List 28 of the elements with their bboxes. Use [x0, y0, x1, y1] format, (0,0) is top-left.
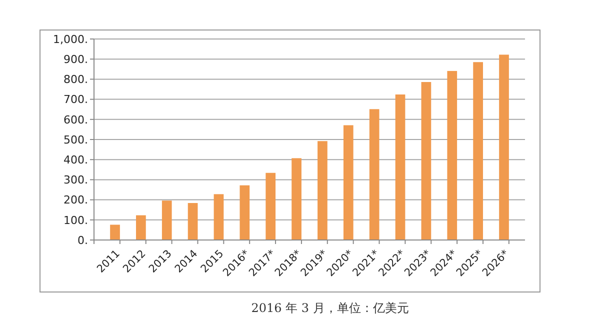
y-tick-label: 900. — [64, 52, 88, 66]
bar — [318, 141, 328, 240]
bar — [292, 158, 302, 240]
y-tick-label: 700. — [64, 93, 88, 106]
text: 2016 年 3 月，单位：亿美元 — [251, 301, 409, 315]
bar — [447, 70, 458, 240]
bar — [266, 172, 276, 240]
bar — [110, 224, 120, 240]
y-tick-label: 600. — [64, 113, 88, 126]
bar — [343, 125, 354, 240]
y-tick-label: 500. — [64, 133, 88, 146]
y-tick-label: 300. — [64, 174, 88, 187]
bar — [162, 200, 172, 240]
bar — [214, 194, 224, 240]
y-tick-label: 400. — [64, 153, 88, 166]
bar — [395, 94, 406, 240]
y-tick-label: 0. — [78, 234, 88, 247]
y-tick-label: 200. — [64, 194, 88, 207]
y-tick-label: 800. — [64, 73, 88, 86]
y-tick-label: 1,000. — [53, 32, 88, 46]
bar — [369, 109, 380, 240]
bar — [421, 82, 432, 240]
bar — [188, 203, 198, 240]
y-tick-label: 100. — [64, 214, 88, 227]
bar — [240, 185, 250, 240]
bar — [499, 54, 509, 240]
bar — [136, 215, 146, 240]
bar — [473, 62, 483, 240]
